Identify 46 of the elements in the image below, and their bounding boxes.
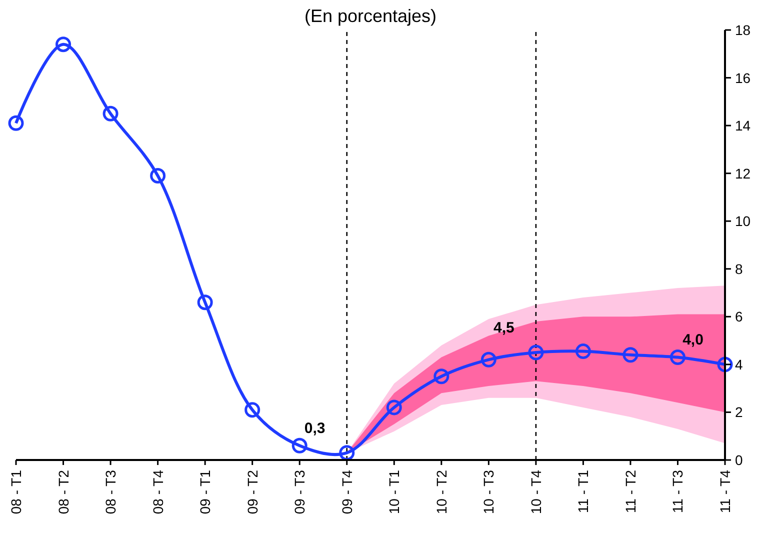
point: [244, 402, 260, 418]
point: [670, 350, 686, 366]
point: [434, 368, 450, 384]
point: [480, 352, 496, 368]
y-tick-label: 12: [735, 165, 751, 182]
x-tick-label: 09 - T3: [292, 470, 308, 514]
x-tick-label: 11 - T3: [670, 470, 686, 514]
x-tick-label: 10 - T4: [528, 470, 544, 514]
point: [8, 115, 24, 131]
x-tick-label: 08 - T1: [8, 470, 24, 514]
point: [717, 356, 733, 372]
data-label: 4,0: [682, 331, 704, 348]
data-label: 4,5: [494, 320, 514, 336]
x-tick-label: 09 - T1: [197, 470, 214, 514]
y-tick-label: 8: [735, 260, 743, 277]
y-tick-label: 16: [735, 70, 751, 86]
y-tick-label: 2: [735, 404, 743, 420]
point: [56, 36, 72, 52]
x-tick-label: 08 - T3: [102, 470, 119, 514]
y-tick-label: 10: [735, 213, 751, 230]
chart-title: (En porcentajes): [304, 6, 437, 26]
point: [197, 294, 213, 310]
point: [339, 445, 355, 461]
x-tick-label: 08 - T4: [150, 470, 166, 514]
point: [150, 168, 166, 184]
point: [386, 400, 402, 416]
y-tick-label: 4: [735, 356, 743, 372]
y-tick-label: 0: [735, 452, 743, 468]
x-tick-label: 11 - T4: [717, 470, 733, 514]
x-tick-label: 08 - T2: [55, 470, 72, 514]
y-tick-label: 18: [735, 22, 751, 38]
x-tick-label: 09 - T4: [338, 470, 355, 514]
point: [102, 106, 118, 122]
point: [292, 438, 308, 454]
x-tick-label: 10 - T2: [433, 470, 450, 514]
y-tick-label: 14: [735, 118, 751, 134]
x-tick-label: 09 - T2: [244, 470, 260, 514]
point: [622, 347, 638, 363]
data-label: 0,3: [304, 420, 326, 437]
x-tick-label: 11 - T1: [575, 470, 592, 514]
x-tick-label: 10 - T1: [386, 470, 402, 514]
point: [528, 344, 544, 360]
point: [575, 344, 591, 360]
x-tick-label: 10 - T3: [480, 470, 497, 514]
x-tick-label: 11 - T2: [622, 470, 638, 514]
y-tick-label: 6: [735, 308, 743, 325]
